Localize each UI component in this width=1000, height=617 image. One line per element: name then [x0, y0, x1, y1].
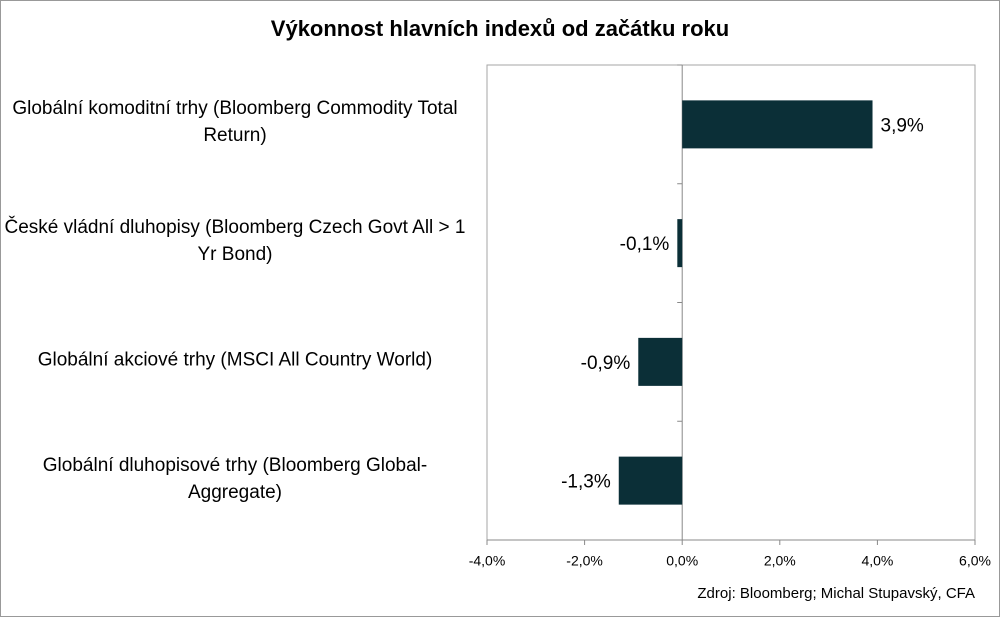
- x-tick-label: 4,0%: [861, 553, 893, 569]
- x-tick-label: -4,0%: [469, 553, 506, 569]
- x-tick-label: 2,0%: [764, 553, 796, 569]
- category-label: Globální akciové trhy (MSCI All Country …: [37, 349, 433, 371]
- x-tick-label: -2,0%: [566, 553, 603, 569]
- bar: [677, 219, 683, 268]
- x-tick-label: 0,0%: [666, 553, 698, 569]
- bar: [682, 100, 873, 149]
- x-tick-label: 6,0%: [959, 553, 991, 569]
- category-label: České vládní dluhopisy (Bloomberg Czech …: [4, 217, 466, 266]
- bar: [638, 337, 683, 386]
- value-label: -1,3%: [561, 472, 611, 493]
- category-label: Globální komoditní trhy (Bloomberg Commo…: [12, 98, 458, 147]
- bar: [618, 456, 683, 505]
- category-label: Globální dluhopisové trhy (Bloomberg Glo…: [42, 454, 428, 503]
- source-note: Zdroj: Bloomberg; Michal Stupavský, CFA: [697, 585, 975, 602]
- value-label: -0,9%: [581, 353, 631, 374]
- value-label: 3,9%: [881, 115, 924, 136]
- value-label: -0,1%: [620, 234, 670, 255]
- chart-title: Výkonnost hlavních indexů od začátku rok…: [271, 16, 729, 41]
